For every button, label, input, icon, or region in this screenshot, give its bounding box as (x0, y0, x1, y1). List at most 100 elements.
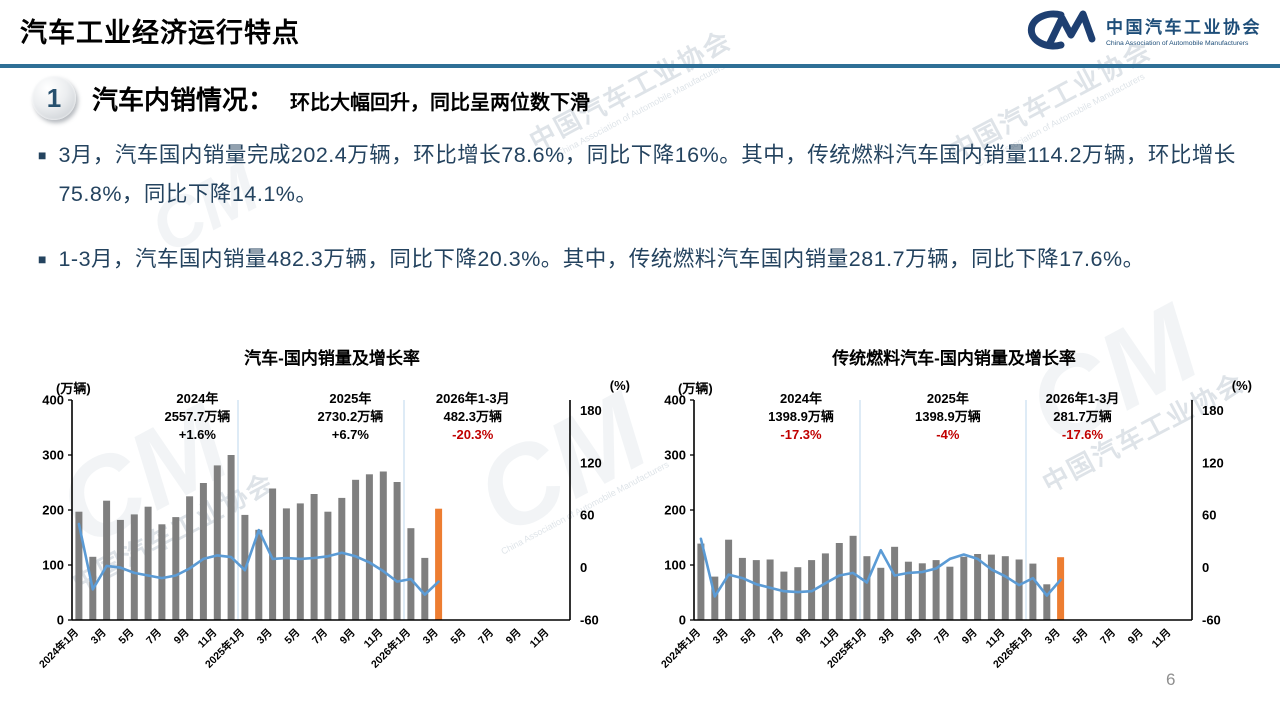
sales-bar (711, 576, 719, 620)
x-tick-label: 5月 (282, 627, 302, 647)
sales-bar (393, 482, 401, 620)
logo-name-cn: 中国汽车工业协会 (1106, 18, 1262, 37)
sales-bar (158, 524, 166, 620)
title-divider (0, 64, 1280, 68)
x-tick-label: 9月 (338, 627, 358, 647)
growth-rate-line (77, 522, 440, 596)
sales-bar (379, 471, 387, 620)
sales-bar (186, 496, 194, 621)
sales-bar (435, 508, 443, 620)
year-annotation-2024: 2024年 2557.7万辆 +1.6% (164, 391, 231, 443)
sales-bar (1015, 559, 1023, 620)
sales-bar (1043, 584, 1051, 621)
sales-bar (1001, 556, 1009, 620)
x-tick-label: 3月 (877, 627, 897, 647)
sales-bar (282, 508, 290, 620)
bullet-item: ■ 1-3月，汽车国内销量482.3万辆，同比下降20.3%。其中，传统燃料汽车… (38, 240, 1252, 279)
year-annotation-2025: 2025年 1398.9万辆 -4% (914, 391, 981, 443)
sales-bar (738, 557, 746, 620)
left-tick-label: 100 (42, 558, 64, 573)
sales-bar (407, 528, 415, 620)
sales-bar (1057, 557, 1065, 620)
bullet-item: ■ 3月，汽车国内销量完成202.4万辆，环比增长78.6%，同比下降16%。其… (38, 136, 1252, 214)
section-subtitle: 环比大幅回升，同比呈两位数下滑 (290, 92, 591, 114)
sales-bar (255, 529, 263, 620)
sales-bar (75, 511, 83, 620)
year-annotation-2026: 2026年1-3月 482.3万辆 -20.3% (435, 391, 510, 443)
x-tick-label: 11月 (528, 627, 552, 651)
x-tick-label: 11月 (1150, 627, 1174, 651)
left-tick-label: 100 (664, 558, 686, 573)
sales-bar (172, 517, 180, 620)
x-tick-label: 11月 (362, 627, 386, 651)
page-number: 6 (1166, 670, 1176, 689)
right-tick-label: 120 (1202, 455, 1224, 470)
sales-bar (918, 563, 926, 620)
sales-bar (338, 497, 346, 620)
sales-bar (863, 556, 871, 620)
chart-title: 传统燃料汽车-国内销量及增长率 (832, 349, 1076, 368)
right-axis-unit: (%) (1231, 378, 1252, 393)
left-tick-label: 300 (664, 448, 686, 463)
sales-bar (877, 567, 885, 621)
sales-bar (130, 514, 138, 620)
sales-bar (849, 535, 857, 620)
x-tick-label: 5月 (904, 627, 924, 647)
sales-bar (213, 465, 221, 620)
sales-bar (891, 546, 899, 620)
sales-bar (960, 556, 968, 621)
bullet-square-icon: ■ (38, 251, 47, 267)
sales-bar (352, 479, 360, 621)
right-tick-label: 120 (580, 455, 602, 470)
section-number-badge: 1 (32, 76, 76, 120)
chart-fuel-vehicle-sales: 传统燃料汽车-国内销量及增长率 (万辆) (%) 0 100 200 300 400 -6… (648, 338, 1260, 714)
sales-bar (904, 561, 912, 620)
sales-bar (987, 554, 995, 620)
sales-bar (752, 560, 760, 620)
right-axis-unit: (%) (609, 378, 630, 393)
x-tick-label: 9月 (172, 627, 192, 647)
sales-bar (1029, 563, 1037, 620)
x-tick-label: 7月 (144, 627, 164, 647)
right-tick-label: 60 (580, 508, 594, 523)
x-tick-label: 5月 (738, 627, 758, 647)
sales-bar (227, 455, 235, 620)
year-annotation-2025: 2025年 2730.2万辆 +6.7% (317, 391, 384, 443)
year-annotation-2024: 2024年 1398.9万辆 -17.3% (768, 391, 834, 443)
bullet-text: 1-3月，汽车国内销量482.3万辆，同比下降20.3%。其中，传统燃料汽车国内… (58, 247, 1145, 271)
x-tick-label: 7月 (476, 627, 496, 647)
left-axis-unit: (万辆) (678, 381, 713, 396)
x-tick-label: 9月 (504, 627, 524, 647)
x-tick-label: 11月 (196, 627, 220, 651)
chart-title: 汽车-国内销量及增长率 (244, 349, 420, 368)
sales-bar (144, 506, 152, 620)
sales-bar (766, 559, 774, 620)
right-tick-label: 0 (1202, 560, 1209, 575)
x-tick-label: 3月 (89, 627, 109, 647)
sales-bar (421, 557, 429, 620)
left-tick-label: 0 (679, 613, 686, 628)
sales-bar (116, 519, 124, 620)
x-tick-label: 3月 (421, 627, 441, 647)
right-tick-label: 180 (580, 403, 602, 418)
x-tick-label: 2024年1月 (658, 626, 703, 671)
section-heading: 1 汽车内销情况： 环比大幅回升，同比呈两位数下滑 (32, 76, 590, 120)
x-tick-label: 5月 (1070, 627, 1090, 647)
x-tick-label: 9月 (1126, 627, 1146, 647)
left-tick-label: 0 (57, 613, 64, 628)
left-tick-label: 400 (664, 393, 686, 408)
sales-bar (199, 483, 207, 620)
x-tick-label: 9月 (794, 627, 814, 647)
sales-chart-svg: 0 100 200 300 400 -60 0 60 120 180 2024年1月 3月 5月 7月 9月… (36, 393, 602, 671)
x-tick-label: 7月 (766, 627, 786, 647)
x-tick-label: 11月 (818, 627, 842, 651)
sales-bar (365, 474, 373, 621)
sales-bar (697, 543, 705, 620)
left-tick-label: 200 (42, 503, 64, 518)
sales-bar (725, 539, 733, 620)
x-tick-label: 7月 (932, 627, 952, 647)
x-tick-label: 5月 (448, 627, 468, 647)
sales-bar (932, 560, 940, 620)
right-tick-label: 60 (1202, 508, 1216, 523)
